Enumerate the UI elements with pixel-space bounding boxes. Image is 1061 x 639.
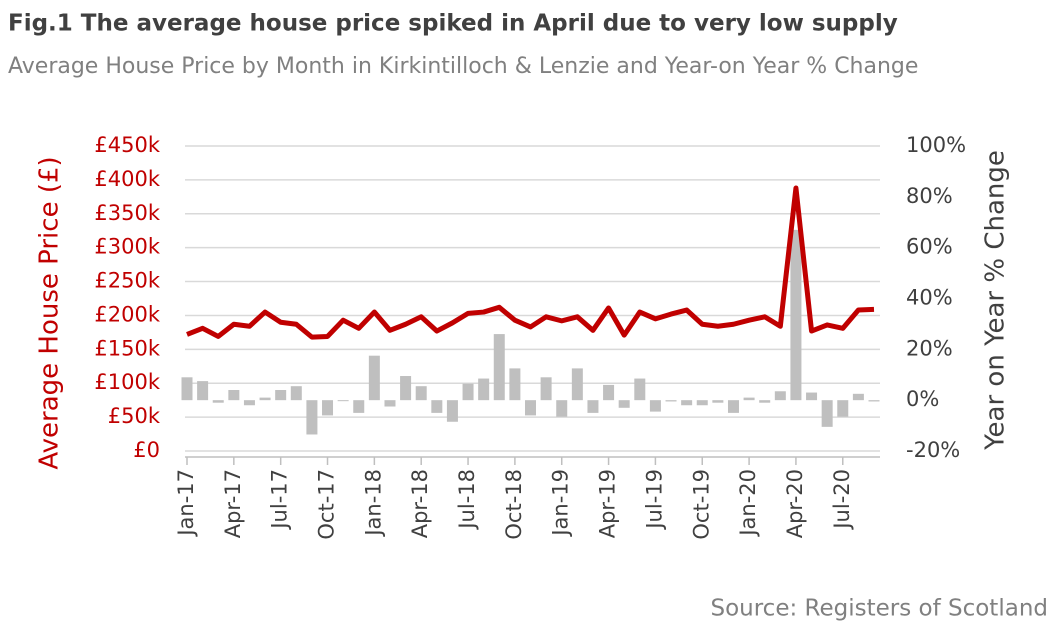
y-tick-label: £450k (94, 133, 160, 157)
bar (571, 368, 583, 401)
bar (368, 355, 380, 401)
y-tick-label: £200k (94, 302, 160, 326)
x-tick-label: Jul-17 (268, 469, 292, 531)
bar (618, 400, 630, 408)
x-tick-label: Jul-19 (642, 469, 666, 531)
x-tick-label: Apr-20 (783, 469, 807, 538)
line (186, 185, 875, 340)
bar (852, 393, 864, 401)
x-tick-label: Jul-20 (830, 469, 854, 531)
y2-tick-label: 0% (906, 387, 939, 411)
bar (478, 378, 490, 401)
bar (868, 400, 880, 402)
bar (556, 400, 568, 417)
x-tick-label: Oct-18 (502, 469, 526, 540)
source-note: Source: Registers of Scotland (710, 596, 1048, 622)
bar (790, 229, 802, 401)
bar (400, 376, 412, 401)
y-tick-label: £0 (133, 438, 160, 462)
bar (306, 400, 318, 435)
x-tick-label: Apr-19 (596, 469, 620, 538)
bar (665, 400, 677, 402)
chart-subtitle: Average House Price by Month in Kirkinti… (8, 54, 918, 79)
y2-tick-label: 80% (906, 184, 953, 208)
x-tick-label: Jan-20 (736, 469, 760, 538)
bar (525, 400, 536, 416)
bar (540, 377, 552, 401)
bar (446, 400, 458, 422)
bar (212, 400, 224, 403)
x-tick-label: Oct-17 (315, 469, 339, 540)
y-tick-label: £300k (94, 235, 160, 259)
bar (353, 400, 365, 413)
y2-tick-label: 100% (906, 133, 966, 157)
y2-tick-label: 20% (906, 336, 953, 360)
bar (743, 397, 755, 401)
y-tick-label: £100k (94, 370, 160, 394)
bar (243, 400, 255, 406)
bar (727, 400, 739, 413)
x-tick-label: Jul-18 (455, 469, 479, 531)
bar (806, 392, 818, 401)
bar (759, 400, 771, 403)
bar (181, 377, 193, 401)
y-tick-label: £50k (108, 404, 161, 428)
bar (337, 400, 349, 402)
bar (774, 391, 786, 401)
bar (462, 383, 474, 401)
bar (649, 400, 661, 412)
x-tick-label: Oct-19 (689, 469, 713, 540)
bar (322, 400, 334, 416)
bar (228, 390, 240, 401)
bar (837, 400, 849, 417)
y-tick-label: £150k (94, 336, 160, 360)
x-tick-label: Jan-19 (549, 469, 573, 538)
bar (821, 400, 833, 427)
bar (290, 386, 302, 401)
bar (431, 400, 443, 413)
y-tick-label: £400k (94, 167, 160, 191)
bar (634, 378, 646, 401)
bar (509, 368, 521, 401)
y-axis-title: Average House Price (£) (35, 156, 65, 469)
x-tick-label: Apr-17 (221, 469, 245, 538)
chart-title: Fig.1 The average house price spiked in … (8, 11, 898, 37)
bar (197, 381, 209, 401)
x-tick-label: Jan-18 (361, 469, 385, 538)
y-tick-label: £350k (94, 201, 160, 225)
x-tick-label: Jan-17 (174, 469, 198, 538)
bar (712, 400, 724, 403)
y2-tick-label: 40% (906, 286, 953, 310)
bar (587, 400, 599, 413)
bar (275, 390, 287, 401)
y2-tick-label: 60% (906, 235, 953, 259)
bar (259, 397, 271, 401)
bar (493, 334, 505, 401)
bar (696, 400, 708, 406)
bar (415, 386, 427, 401)
y2-axis-title: Year on Year % Change (981, 150, 1011, 451)
y2-tick-label: -20% (906, 438, 960, 462)
bar (603, 384, 615, 401)
bar (384, 400, 396, 407)
x-tick-label: Apr-18 (408, 469, 432, 538)
bar (681, 400, 693, 406)
y-tick-label: £250k (94, 269, 160, 293)
